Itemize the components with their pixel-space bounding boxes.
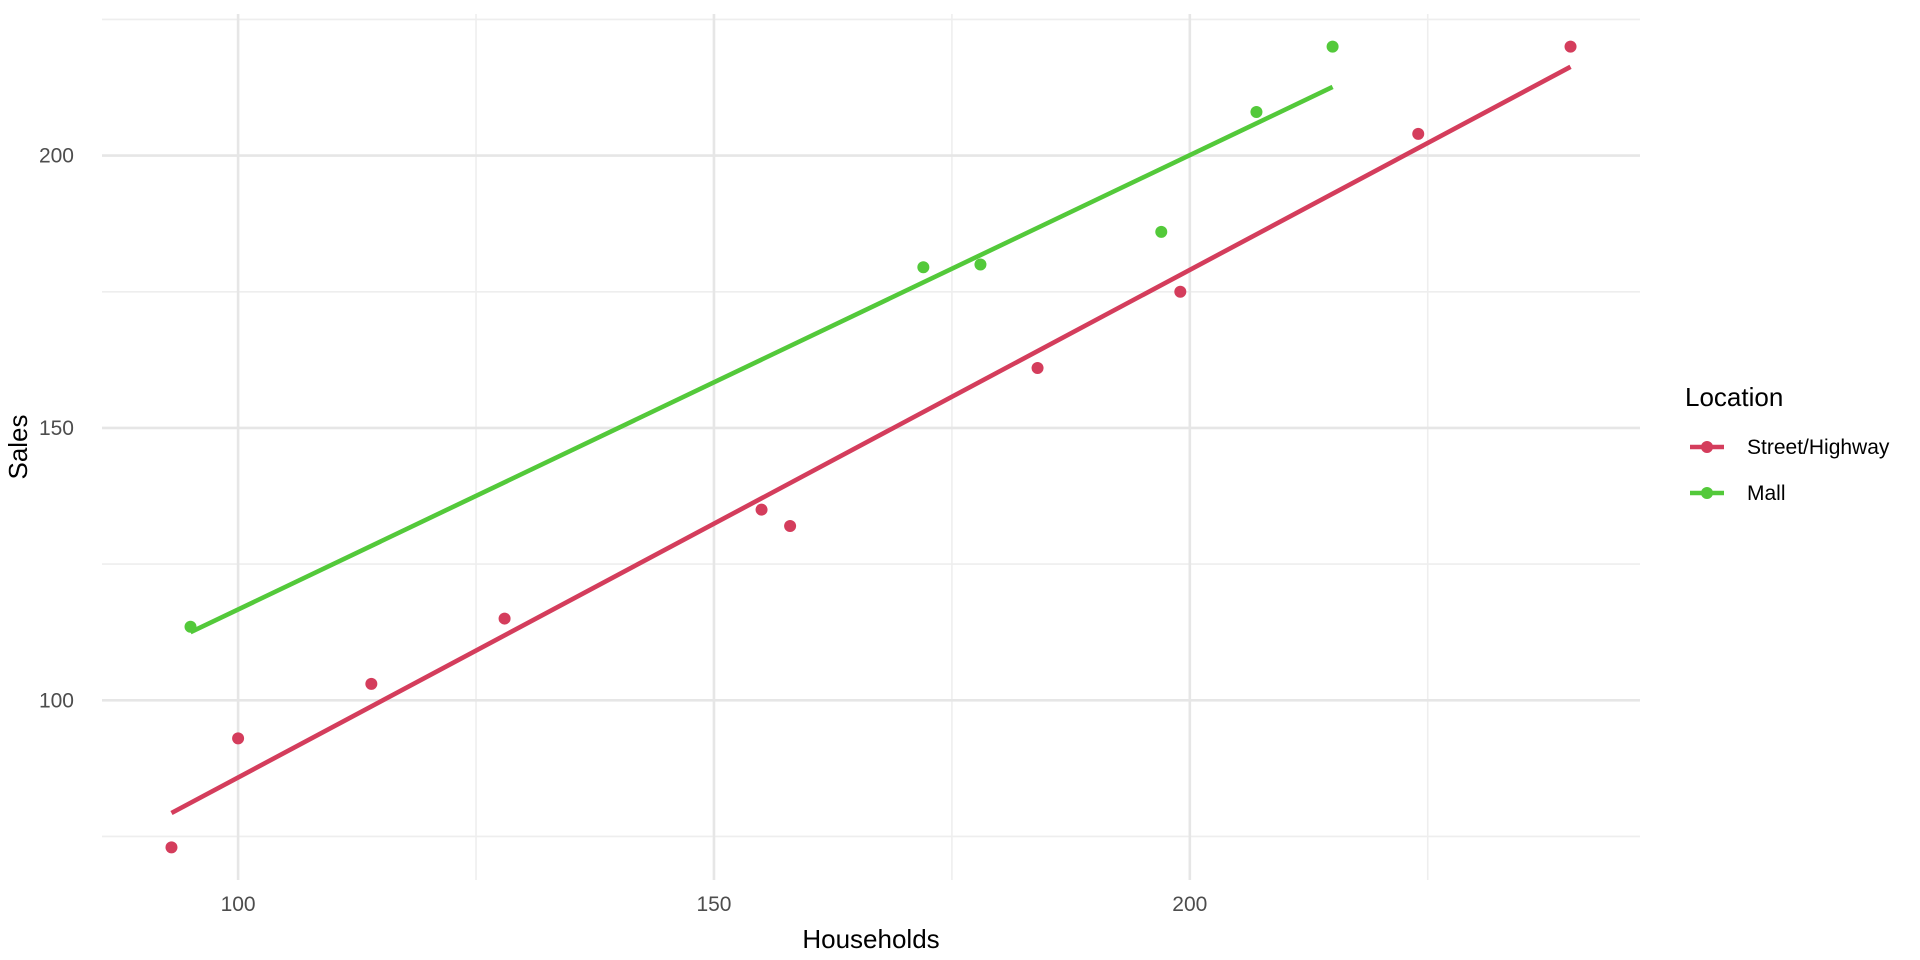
data-point (498, 612, 511, 625)
data-point (1155, 225, 1168, 238)
data-point (974, 258, 987, 271)
data-point (1326, 40, 1339, 53)
fit-line-0 (170, 64, 1572, 816)
data-point (784, 519, 797, 532)
data-point (917, 261, 930, 274)
fit-line-1 (189, 84, 1334, 635)
legend-key-point (1701, 487, 1713, 499)
x-tick-label: 150 (696, 893, 731, 916)
fit-lines (170, 64, 1572, 816)
x-tick-label: 100 (221, 893, 256, 916)
data-point (232, 732, 245, 745)
legend-title: Location (1685, 382, 1783, 412)
y-tick-label: 150 (39, 417, 74, 440)
data-point (184, 620, 197, 633)
y-tick-label: 200 (39, 145, 74, 168)
legend-key-point (1701, 441, 1713, 453)
y-tick-label: 100 (39, 689, 74, 712)
x-tick-label: 200 (1172, 893, 1207, 916)
data-point (1174, 285, 1187, 298)
legend-label: Street/Highway (1747, 436, 1890, 459)
data-point (1031, 362, 1044, 375)
legend-label: Mall (1747, 482, 1786, 505)
y-axis-title: Sales (3, 414, 33, 479)
data-point (165, 841, 178, 854)
data-point (1564, 40, 1577, 53)
legend: Location Street/Highway Mall (1685, 382, 1890, 505)
axes: 100 150 200 100 150 200 Households Sales (3, 145, 1207, 954)
data-point (755, 503, 768, 516)
data-points (165, 40, 1577, 854)
data-point (1250, 106, 1263, 119)
grid (102, 14, 1640, 880)
data-point (365, 677, 378, 690)
x-axis-title: Households (802, 924, 939, 954)
data-point (1412, 127, 1425, 140)
